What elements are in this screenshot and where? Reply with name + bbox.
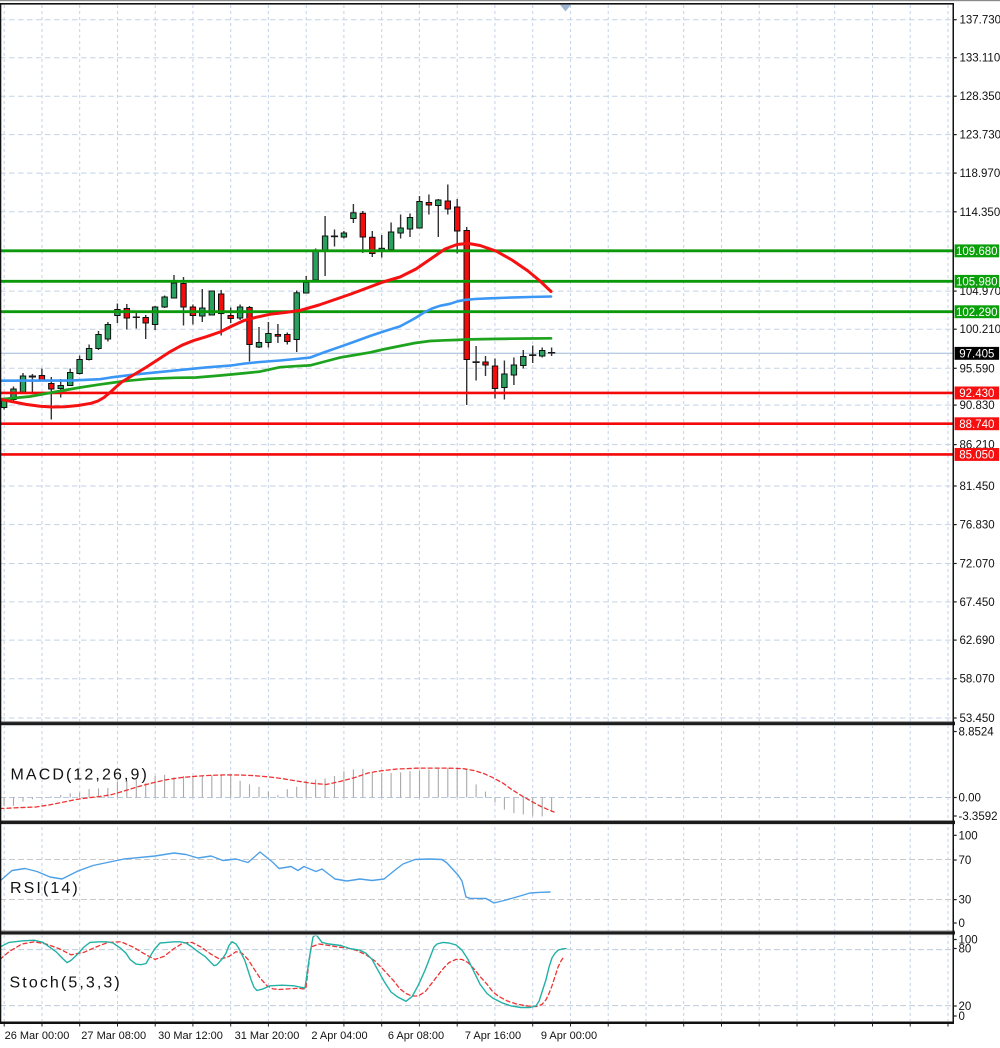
svg-text:133.110: 133.110 (960, 53, 1000, 65)
svg-text:88.740: 88.740 (959, 419, 994, 431)
svg-text:80: 80 (959, 944, 972, 956)
svg-text:20: 20 (959, 1001, 972, 1013)
svg-text:109.680: 109.680 (956, 246, 998, 258)
svg-text:137.730: 137.730 (960, 15, 1000, 27)
svg-text:76.830: 76.830 (960, 520, 995, 532)
svg-text:7 Apr 16:00: 7 Apr 16:00 (465, 1030, 521, 1042)
svg-text:85.050: 85.050 (959, 450, 994, 462)
svg-text:90.830: 90.830 (960, 400, 995, 412)
svg-text:Stoch(5,3,3): Stoch(5,3,3) (10, 975, 122, 992)
svg-text:123.730: 123.730 (960, 130, 1000, 142)
svg-text:81.450: 81.450 (960, 481, 995, 493)
svg-text:31 Mar 20:00: 31 Mar 20:00 (235, 1030, 300, 1042)
svg-text:2 Apr 04:00: 2 Apr 04:00 (311, 1030, 367, 1042)
svg-text:100: 100 (959, 935, 978, 947)
svg-text:105.980: 105.980 (956, 277, 998, 289)
svg-text:30: 30 (959, 895, 972, 907)
svg-text:97.405: 97.405 (959, 349, 994, 361)
svg-text:62.690: 62.690 (960, 635, 995, 647)
svg-text:-3.3592: -3.3592 (959, 811, 998, 823)
svg-text:95.590: 95.590 (960, 363, 995, 375)
svg-text:30 Mar 12:00: 30 Mar 12:00 (158, 1030, 223, 1042)
svg-text:0.00: 0.00 (959, 793, 981, 805)
svg-text:8.8524: 8.8524 (959, 727, 995, 739)
svg-text:118.970: 118.970 (960, 168, 1000, 180)
svg-text:0: 0 (959, 1011, 965, 1023)
svg-text:58.070: 58.070 (960, 674, 995, 686)
svg-text:100.210: 100.210 (960, 324, 1000, 336)
svg-text:102.290: 102.290 (956, 307, 998, 319)
svg-text:53.450: 53.450 (960, 713, 995, 725)
svg-text:27 Mar 08:00: 27 Mar 08:00 (81, 1030, 146, 1042)
svg-text:9 Apr 00:00: 9 Apr 00:00 (541, 1030, 597, 1042)
svg-text:128.350: 128.350 (960, 91, 1000, 103)
svg-text:0: 0 (959, 918, 965, 930)
svg-text:67.450: 67.450 (960, 597, 995, 609)
svg-text:MACD(12,26,9): MACD(12,26,9) (11, 767, 149, 784)
svg-text:104.970: 104.970 (960, 286, 1000, 298)
svg-text:92.430: 92.430 (959, 388, 994, 400)
svg-text:6 Apr 08:00: 6 Apr 08:00 (388, 1030, 444, 1042)
svg-text:26 Mar 00:00: 26 Mar 00:00 (5, 1030, 70, 1042)
svg-text:114.350: 114.350 (960, 207, 1000, 219)
svg-text:RSI(14): RSI(14) (10, 880, 80, 897)
svg-text:100: 100 (959, 830, 978, 842)
svg-text:70: 70 (959, 855, 972, 867)
svg-text:72.070: 72.070 (960, 559, 995, 571)
